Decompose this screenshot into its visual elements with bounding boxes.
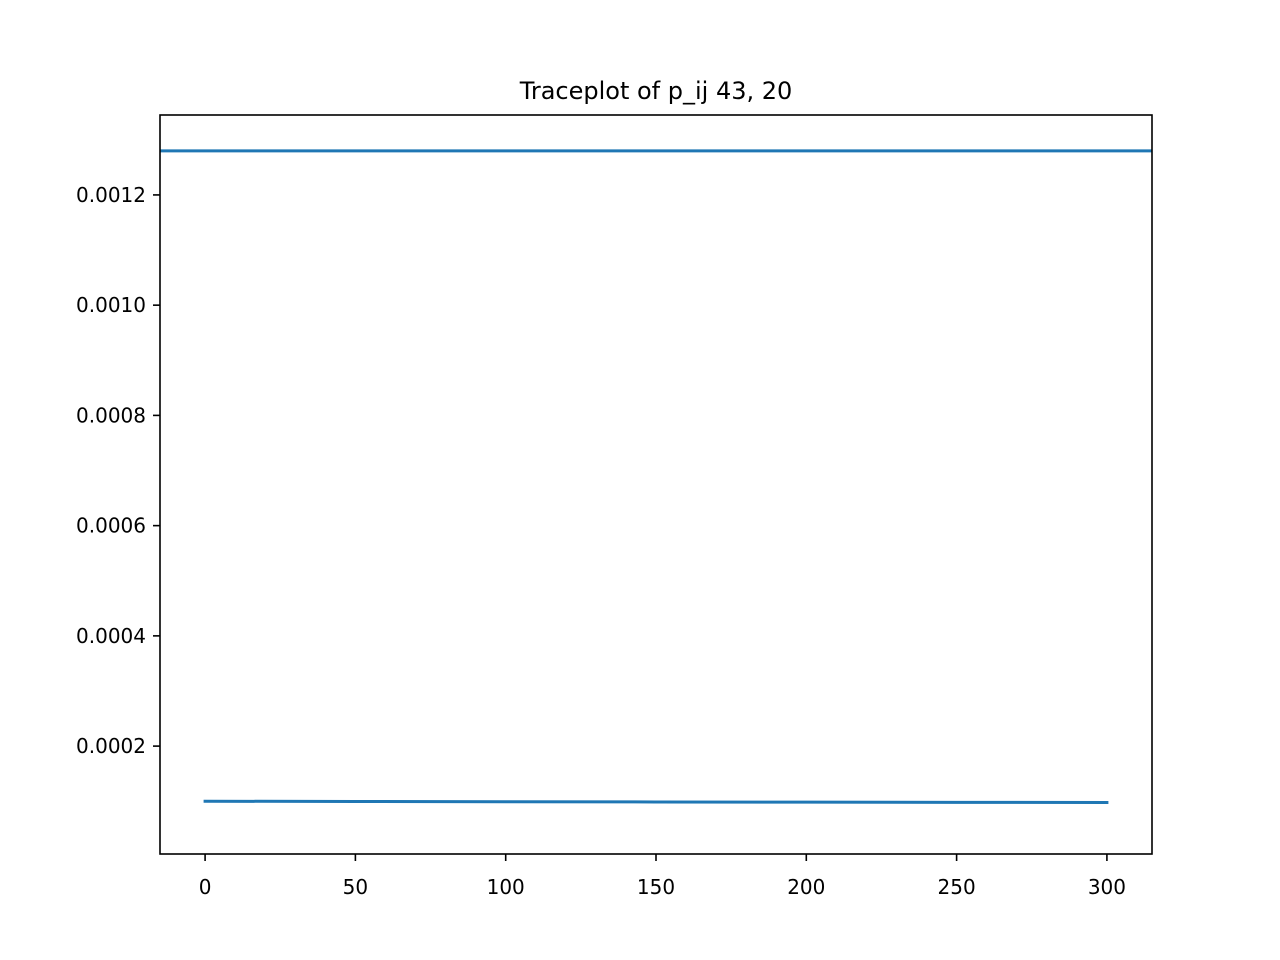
series-line-2 xyxy=(203,799,1109,804)
x-tick-label: 200 xyxy=(787,875,825,899)
y-tick-label: 0.0010 xyxy=(76,293,146,317)
y-tick-label: 0.0008 xyxy=(76,403,146,427)
x-tick-label: 0 xyxy=(199,875,212,899)
x-tick-label: 50 xyxy=(343,875,368,899)
x-axis: 0 50 100 150 200 250 300 xyxy=(199,854,1126,899)
x-tick-label: 100 xyxy=(487,875,525,899)
chart-title: Traceplot of p_ij 43, 20 xyxy=(519,77,793,105)
series-layer xyxy=(160,149,1152,804)
y-tick-label: 0.0002 xyxy=(76,734,146,758)
y-tick-label: 0.0006 xyxy=(76,514,146,538)
x-tick-label: 150 xyxy=(637,875,675,899)
y-axis: 0.0002 0.0004 0.0006 0.0008 0.0010 0.0012 xyxy=(76,183,160,758)
y-tick-label: 0.0004 xyxy=(76,624,146,648)
x-tick-label: 300 xyxy=(1088,875,1126,899)
plot-frame xyxy=(159,114,1153,855)
y-tick-label: 0.0012 xyxy=(76,183,146,207)
x-tick-label: 250 xyxy=(938,875,976,899)
